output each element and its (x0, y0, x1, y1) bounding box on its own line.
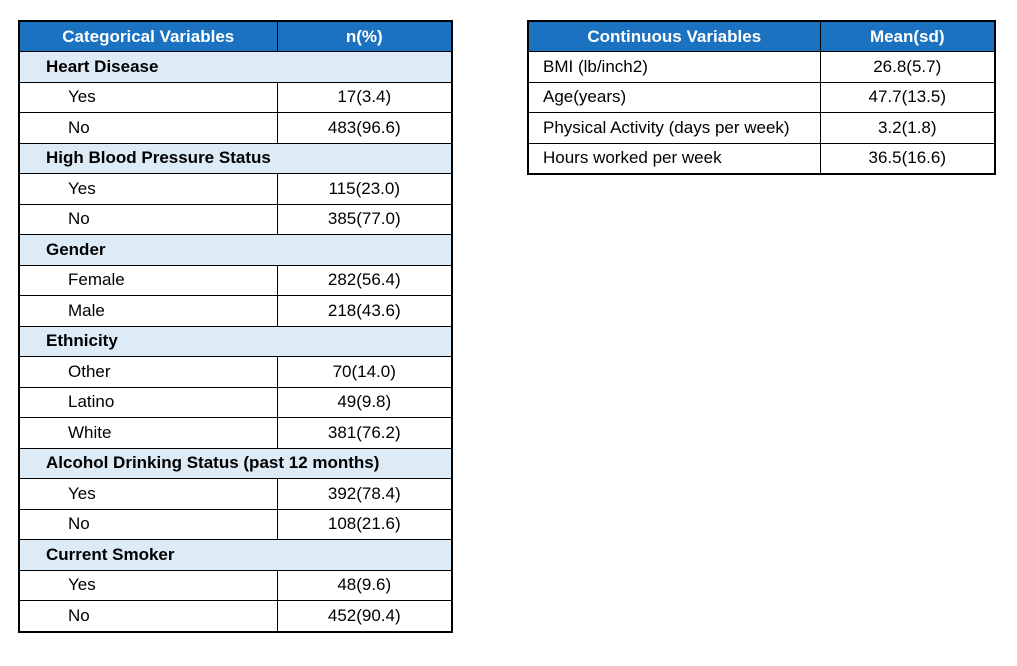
table-row: Female 282(56.4) (18, 264, 453, 296)
row-label: BMI (lb/inch2) (527, 51, 821, 83)
group-title: Gender (18, 234, 453, 266)
row-value: 3.2(1.8) (819, 112, 996, 144)
group-row: Heart Disease (18, 51, 453, 83)
group-row: Current Smoker (18, 539, 453, 571)
header-n-percent: n(%) (276, 20, 453, 52)
group-title: Alcohol Drinking Status (past 12 months) (18, 447, 453, 479)
table-row: Other 70(14.0) (18, 356, 453, 388)
row-value: 70(14.0) (276, 356, 453, 388)
table-row: Latino 49(9.8) (18, 386, 453, 418)
group-title: Current Smoker (18, 539, 453, 571)
table-row: Yes 17(3.4) (18, 81, 453, 113)
continuous-variables-table: Continuous Variables Mean(sd) BMI (lb/in… (527, 20, 996, 175)
row-value: 36.5(16.6) (819, 142, 996, 175)
table-row: Yes 392(78.4) (18, 478, 453, 510)
categorical-variables-table: Categorical Variables n(%) Heart Disease… (18, 20, 453, 633)
row-label: Hours worked per week (527, 142, 821, 175)
table-row: Male 218(43.6) (18, 295, 453, 327)
row-label: Other (18, 356, 278, 388)
row-label: Male (18, 295, 278, 327)
row-value: 452(90.4) (276, 600, 453, 633)
row-label: No (18, 600, 278, 633)
row-value: 218(43.6) (276, 295, 453, 327)
group-title: Heart Disease (18, 51, 453, 83)
table-row: Physical Activity (days per week) 3.2(1.8… (527, 112, 996, 144)
row-label: No (18, 112, 278, 144)
row-label: Latino (18, 386, 278, 418)
table-row: No 385(77.0) (18, 203, 453, 235)
group-row: High Blood Pressure Status (18, 142, 453, 174)
row-value: 108(21.6) (276, 508, 453, 540)
table-header-row: Categorical Variables n(%) (18, 20, 453, 52)
row-value: 282(56.4) (276, 264, 453, 296)
row-value: 26.8(5.7) (819, 51, 996, 83)
row-value: 392(78.4) (276, 478, 453, 510)
row-value: 48(9.6) (276, 569, 453, 601)
row-value: 385(77.0) (276, 203, 453, 235)
row-value: 49(9.8) (276, 386, 453, 418)
row-label: Female (18, 264, 278, 296)
header-mean-sd: Mean(sd) (819, 20, 996, 52)
row-label: Yes (18, 81, 278, 113)
group-row: Ethnicity (18, 325, 453, 357)
row-label: No (18, 203, 278, 235)
group-row: Gender (18, 234, 453, 266)
row-label: No (18, 508, 278, 540)
table-row: Yes 48(9.6) (18, 569, 453, 601)
table-row: No 108(21.6) (18, 508, 453, 540)
table-row: No 452(90.4) (18, 600, 453, 633)
header-categorical-variables: Categorical Variables (18, 20, 278, 52)
group-row: Alcohol Drinking Status (past 12 months) (18, 447, 453, 479)
table-header-row: Continuous Variables Mean(sd) (527, 20, 996, 52)
table-row: Age(years) 47.7(13.5) (527, 81, 996, 113)
row-label: Physical Activity (days per week) (527, 112, 821, 144)
row-label: Age(years) (527, 81, 821, 113)
row-label: Yes (18, 569, 278, 601)
row-value: 381(76.2) (276, 417, 453, 449)
row-label: Yes (18, 173, 278, 205)
row-value: 483(96.6) (276, 112, 453, 144)
row-value: 17(3.4) (276, 81, 453, 113)
group-title: High Blood Pressure Status (18, 142, 453, 174)
row-label: Yes (18, 478, 278, 510)
row-value: 47.7(13.5) (819, 81, 996, 113)
row-label: White (18, 417, 278, 449)
group-title: Ethnicity (18, 325, 453, 357)
row-value: 115(23.0) (276, 173, 453, 205)
table-row: Yes 115(23.0) (18, 173, 453, 205)
table-row: No 483(96.6) (18, 112, 453, 144)
table-row: Hours worked per week 36.5(16.6) (527, 142, 996, 175)
header-continuous-variables: Continuous Variables (527, 20, 821, 52)
table-row: BMI (lb/inch2) 26.8(5.7) (527, 51, 996, 83)
table-row: White 381(76.2) (18, 417, 453, 449)
